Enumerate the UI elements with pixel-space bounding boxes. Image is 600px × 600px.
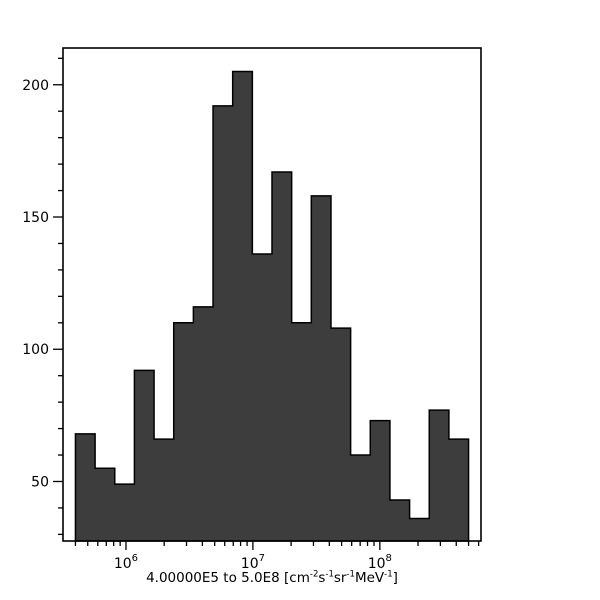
x-tick-label: 106 — [114, 553, 138, 572]
y-tick-label: 100 — [22, 342, 49, 358]
y-tick-label: 50 — [31, 474, 49, 490]
x-axis-label: 4.00000E5 to 5.0E8 [cm-2s-1sr-1MeV-1] — [146, 570, 398, 587]
plot-border — [62, 47, 482, 542]
y-tick-label: 150 — [22, 210, 49, 226]
x-tick-label: 108 — [368, 553, 392, 572]
x-tick-label: 107 — [241, 553, 265, 572]
histogram-bars — [74, 70, 470, 542]
y-tick-label: 200 — [22, 78, 49, 94]
